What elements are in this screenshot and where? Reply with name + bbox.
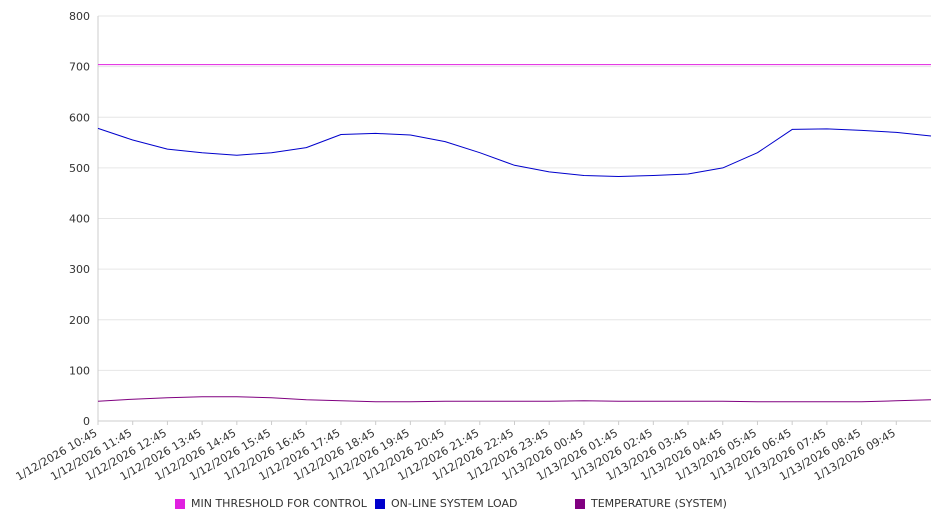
y-tick-label: 400 bbox=[69, 213, 90, 226]
y-tick-label: 300 bbox=[69, 263, 90, 276]
x-axis-ticks: 1/12/2026 10:451/12/2026 11:451/12/2026 … bbox=[14, 421, 898, 483]
legend-label-min-threshold: MIN THRESHOLD FOR CONTROL bbox=[191, 497, 367, 510]
y-tick-label: 700 bbox=[69, 61, 90, 74]
y-tick-label: 200 bbox=[69, 314, 90, 327]
legend-item-temperature[interactable]: TEMPERATURE (SYSTEM) bbox=[575, 497, 727, 510]
y-tick-label: 100 bbox=[69, 364, 90, 377]
legend-swatch-temperature bbox=[575, 498, 585, 509]
series-lines bbox=[97, 64, 932, 403]
y-tick-label: 600 bbox=[69, 111, 90, 124]
y-tick-label: 800 bbox=[69, 10, 90, 23]
y-axis-ticks: 0 100 200 300 400 500 600 700 800 bbox=[69, 10, 90, 428]
legend-item-min-threshold[interactable]: MIN THRESHOLD FOR CONTROL bbox=[175, 497, 367, 510]
legend-label-temperature: TEMPERATURE (SYSTEM) bbox=[591, 497, 727, 510]
legend-swatch-system-load bbox=[375, 498, 385, 509]
y-tick-label: 500 bbox=[69, 162, 90, 175]
series-line-1 bbox=[97, 127, 932, 177]
legend-item-system-load[interactable]: ON-LINE SYSTEM LOAD bbox=[375, 497, 517, 510]
legend-swatch-min-threshold bbox=[175, 498, 185, 509]
legend-label-system-load: ON-LINE SYSTEM LOAD bbox=[391, 497, 518, 510]
series-line-2 bbox=[97, 396, 932, 403]
y-tick-label: 0 bbox=[83, 415, 90, 428]
grid-lines bbox=[98, 15, 931, 371]
legend: MIN THRESHOLD FOR CONTROL ON-LINE SYSTEM… bbox=[0, 497, 946, 515]
